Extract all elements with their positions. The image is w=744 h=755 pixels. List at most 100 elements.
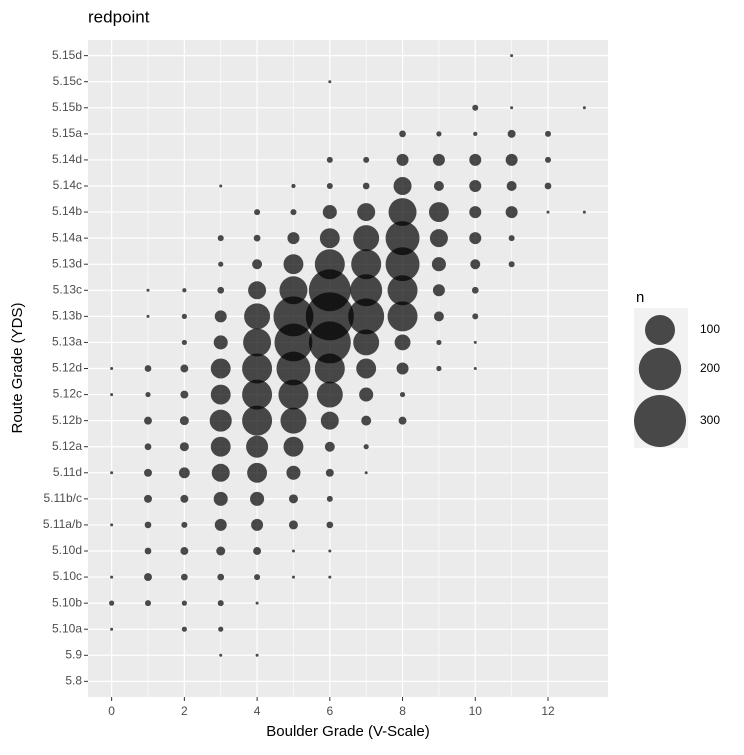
y-tick-label: 5.10c [53,569,82,583]
bubble [469,232,482,245]
bubble [214,310,227,323]
bubble [432,284,445,297]
bubble [348,298,385,335]
bubble [288,520,298,530]
y-tick-label: 5.14a [52,230,82,244]
bubble [181,626,187,632]
bubble [388,198,417,227]
bubble [357,203,376,222]
bubble [210,358,231,379]
bubble [246,435,269,458]
y-tick-label: 5.13b [52,309,82,323]
bubble [214,518,227,531]
bubble [216,546,226,556]
bubble [247,462,268,483]
bubble [210,436,231,457]
bubble [242,405,273,436]
legend-label: 200 [700,361,720,375]
y-tick-label: 5.12a [52,439,82,453]
bubble [283,436,304,457]
bubble [393,177,412,195]
bubble [328,80,332,84]
bubble [322,205,337,220]
y-tick-label: 5.13a [52,335,82,349]
x-axis-title: Boulder Grade (V-Scale) [266,723,429,740]
bubble [308,321,351,364]
bubble [353,329,380,356]
y-tick-label: 5.15b [52,100,82,114]
bubble [291,549,295,553]
bubble [328,575,332,579]
bubble [472,104,479,111]
bubble [545,156,551,163]
bubble [219,653,223,657]
y-tick-label: 5.13c [53,282,82,296]
bubble [363,444,369,450]
bubble [361,415,372,426]
bubble [431,257,446,272]
bubble [473,131,478,136]
bubble [255,601,259,605]
bubble [470,259,481,270]
bubble [217,600,224,607]
bubble [280,407,307,434]
bubble [144,573,152,582]
bubble [219,184,223,188]
y-tick-label: 5.9 [65,647,82,661]
y-tick-label: 5.10b [52,595,82,609]
bubble [182,288,187,293]
x-tick-label: 6 [326,704,333,718]
bubble [217,235,224,242]
bubble [181,313,187,319]
bubble [144,416,152,425]
y-tick-label: 5.8 [65,674,82,688]
bubble [429,229,448,248]
bubble [243,328,272,357]
bubble [326,521,334,529]
bubble [394,334,411,351]
bubble [181,521,188,528]
legend-label: 100 [700,322,720,336]
bubble [213,491,228,506]
bubble [110,393,114,397]
bubble [144,521,152,529]
bubble [436,365,442,372]
bubble [278,379,309,410]
chart-title: redpoint [88,7,150,26]
y-tick-label: 5.14c [53,178,82,192]
bubble [319,228,340,249]
y-axis-title: Route Grade (YDS) [9,303,26,434]
bubble [144,547,152,555]
bubble [356,358,377,379]
bubble [320,411,339,430]
bubble [276,351,311,386]
bubble [180,494,189,503]
x-tick-label: 2 [181,704,188,718]
bubble [362,182,370,190]
bubble [242,379,273,410]
bubble [279,276,308,305]
bubble [218,626,224,632]
y-tick-label: 5.14d [52,152,82,166]
bubble [506,181,517,191]
bubble [387,275,418,306]
bubble [283,254,304,275]
bubble [286,465,301,480]
bubble [110,471,114,475]
bubble [359,387,374,402]
bubble [248,281,267,300]
y-tick-label: 5.12c [53,387,82,401]
bubble [217,286,225,294]
bubble [387,301,418,332]
bubble [217,573,225,581]
bubble [428,202,449,223]
bubble [179,442,189,452]
bubble [110,575,114,579]
bubble [145,600,151,607]
y-tick-label: 5.15a [52,126,82,140]
bubble [436,339,442,346]
bubble [473,340,477,344]
bubble [325,468,334,477]
bubble [274,323,313,362]
bubble [288,494,298,504]
